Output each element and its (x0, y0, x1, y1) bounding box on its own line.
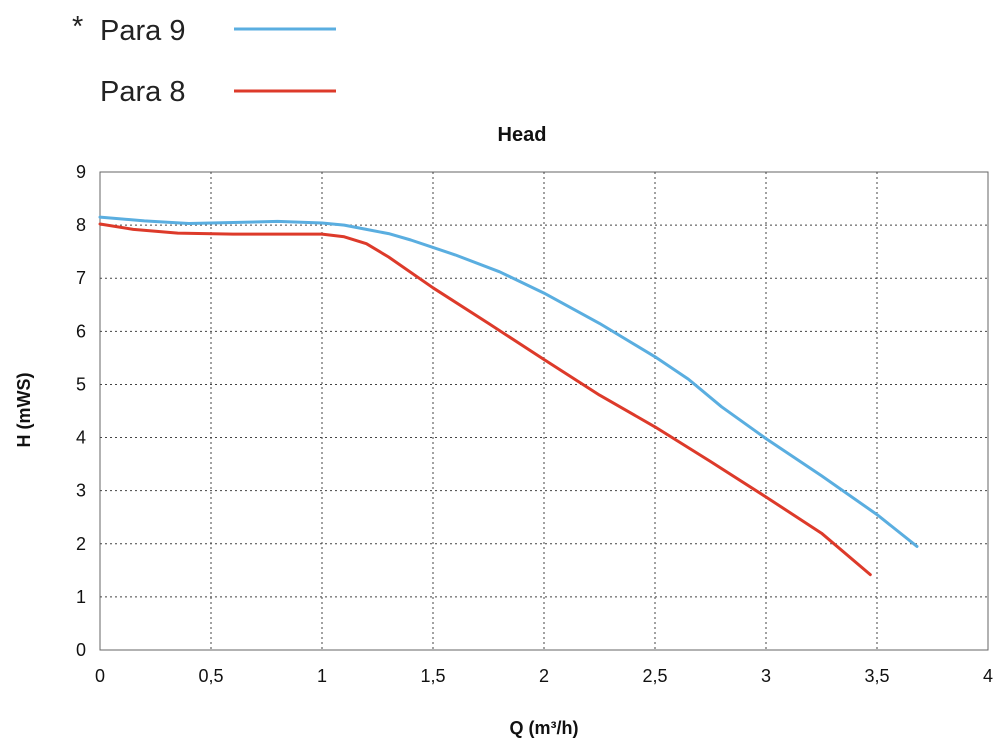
tick-labels: 0 0,5 1 1,5 2 2,5 3 3,5 4 0 1 2 3 4 5 6 7 8 9 (76, 162, 993, 686)
x-tick-label: 3,5 (864, 666, 889, 686)
series-line-para-8 (98, 222, 872, 577)
x-tick-label: 0 (95, 666, 105, 686)
x-tick-label: 1 (317, 666, 327, 686)
y-tick-label: 8 (76, 215, 86, 235)
series-line-para-9 (98, 215, 919, 548)
y-tick-label: 2 (76, 534, 86, 554)
series-lines (98, 215, 919, 577)
legend-marker-para-9: * (72, 11, 83, 43)
y-tick-label: 1 (76, 587, 86, 607)
legend-item-para-8: Para 8 (100, 76, 336, 108)
chart-title: Head (498, 124, 547, 146)
x-tick-label: 2 (539, 666, 549, 686)
y-tick-label: 0 (76, 640, 86, 660)
y-tick-label: 7 (76, 268, 86, 288)
y-tick-label: 3 (76, 481, 86, 501)
legend: * Para 9 Para 8 (72, 11, 336, 108)
y-tick-label: 6 (76, 321, 86, 341)
x-tick-label: 1,5 (420, 666, 445, 686)
gridlines (100, 172, 988, 650)
legend-item-para-9: * Para 9 (72, 11, 336, 47)
y-axis-label: H (mWS) (14, 373, 34, 448)
y-tick-label: 9 (76, 162, 86, 182)
y-tick-label: 4 (76, 428, 86, 448)
legend-label-para-9: Para 9 (100, 15, 185, 47)
x-axis-label: Q (m³/h) (510, 718, 579, 738)
x-tick-label: 3 (761, 666, 771, 686)
legend-label-para-8: Para 8 (100, 76, 185, 108)
x-tick-label: 2,5 (642, 666, 667, 686)
x-tick-label: 0,5 (198, 666, 223, 686)
x-tick-label: 4 (983, 666, 993, 686)
y-tick-label: 5 (76, 374, 86, 394)
